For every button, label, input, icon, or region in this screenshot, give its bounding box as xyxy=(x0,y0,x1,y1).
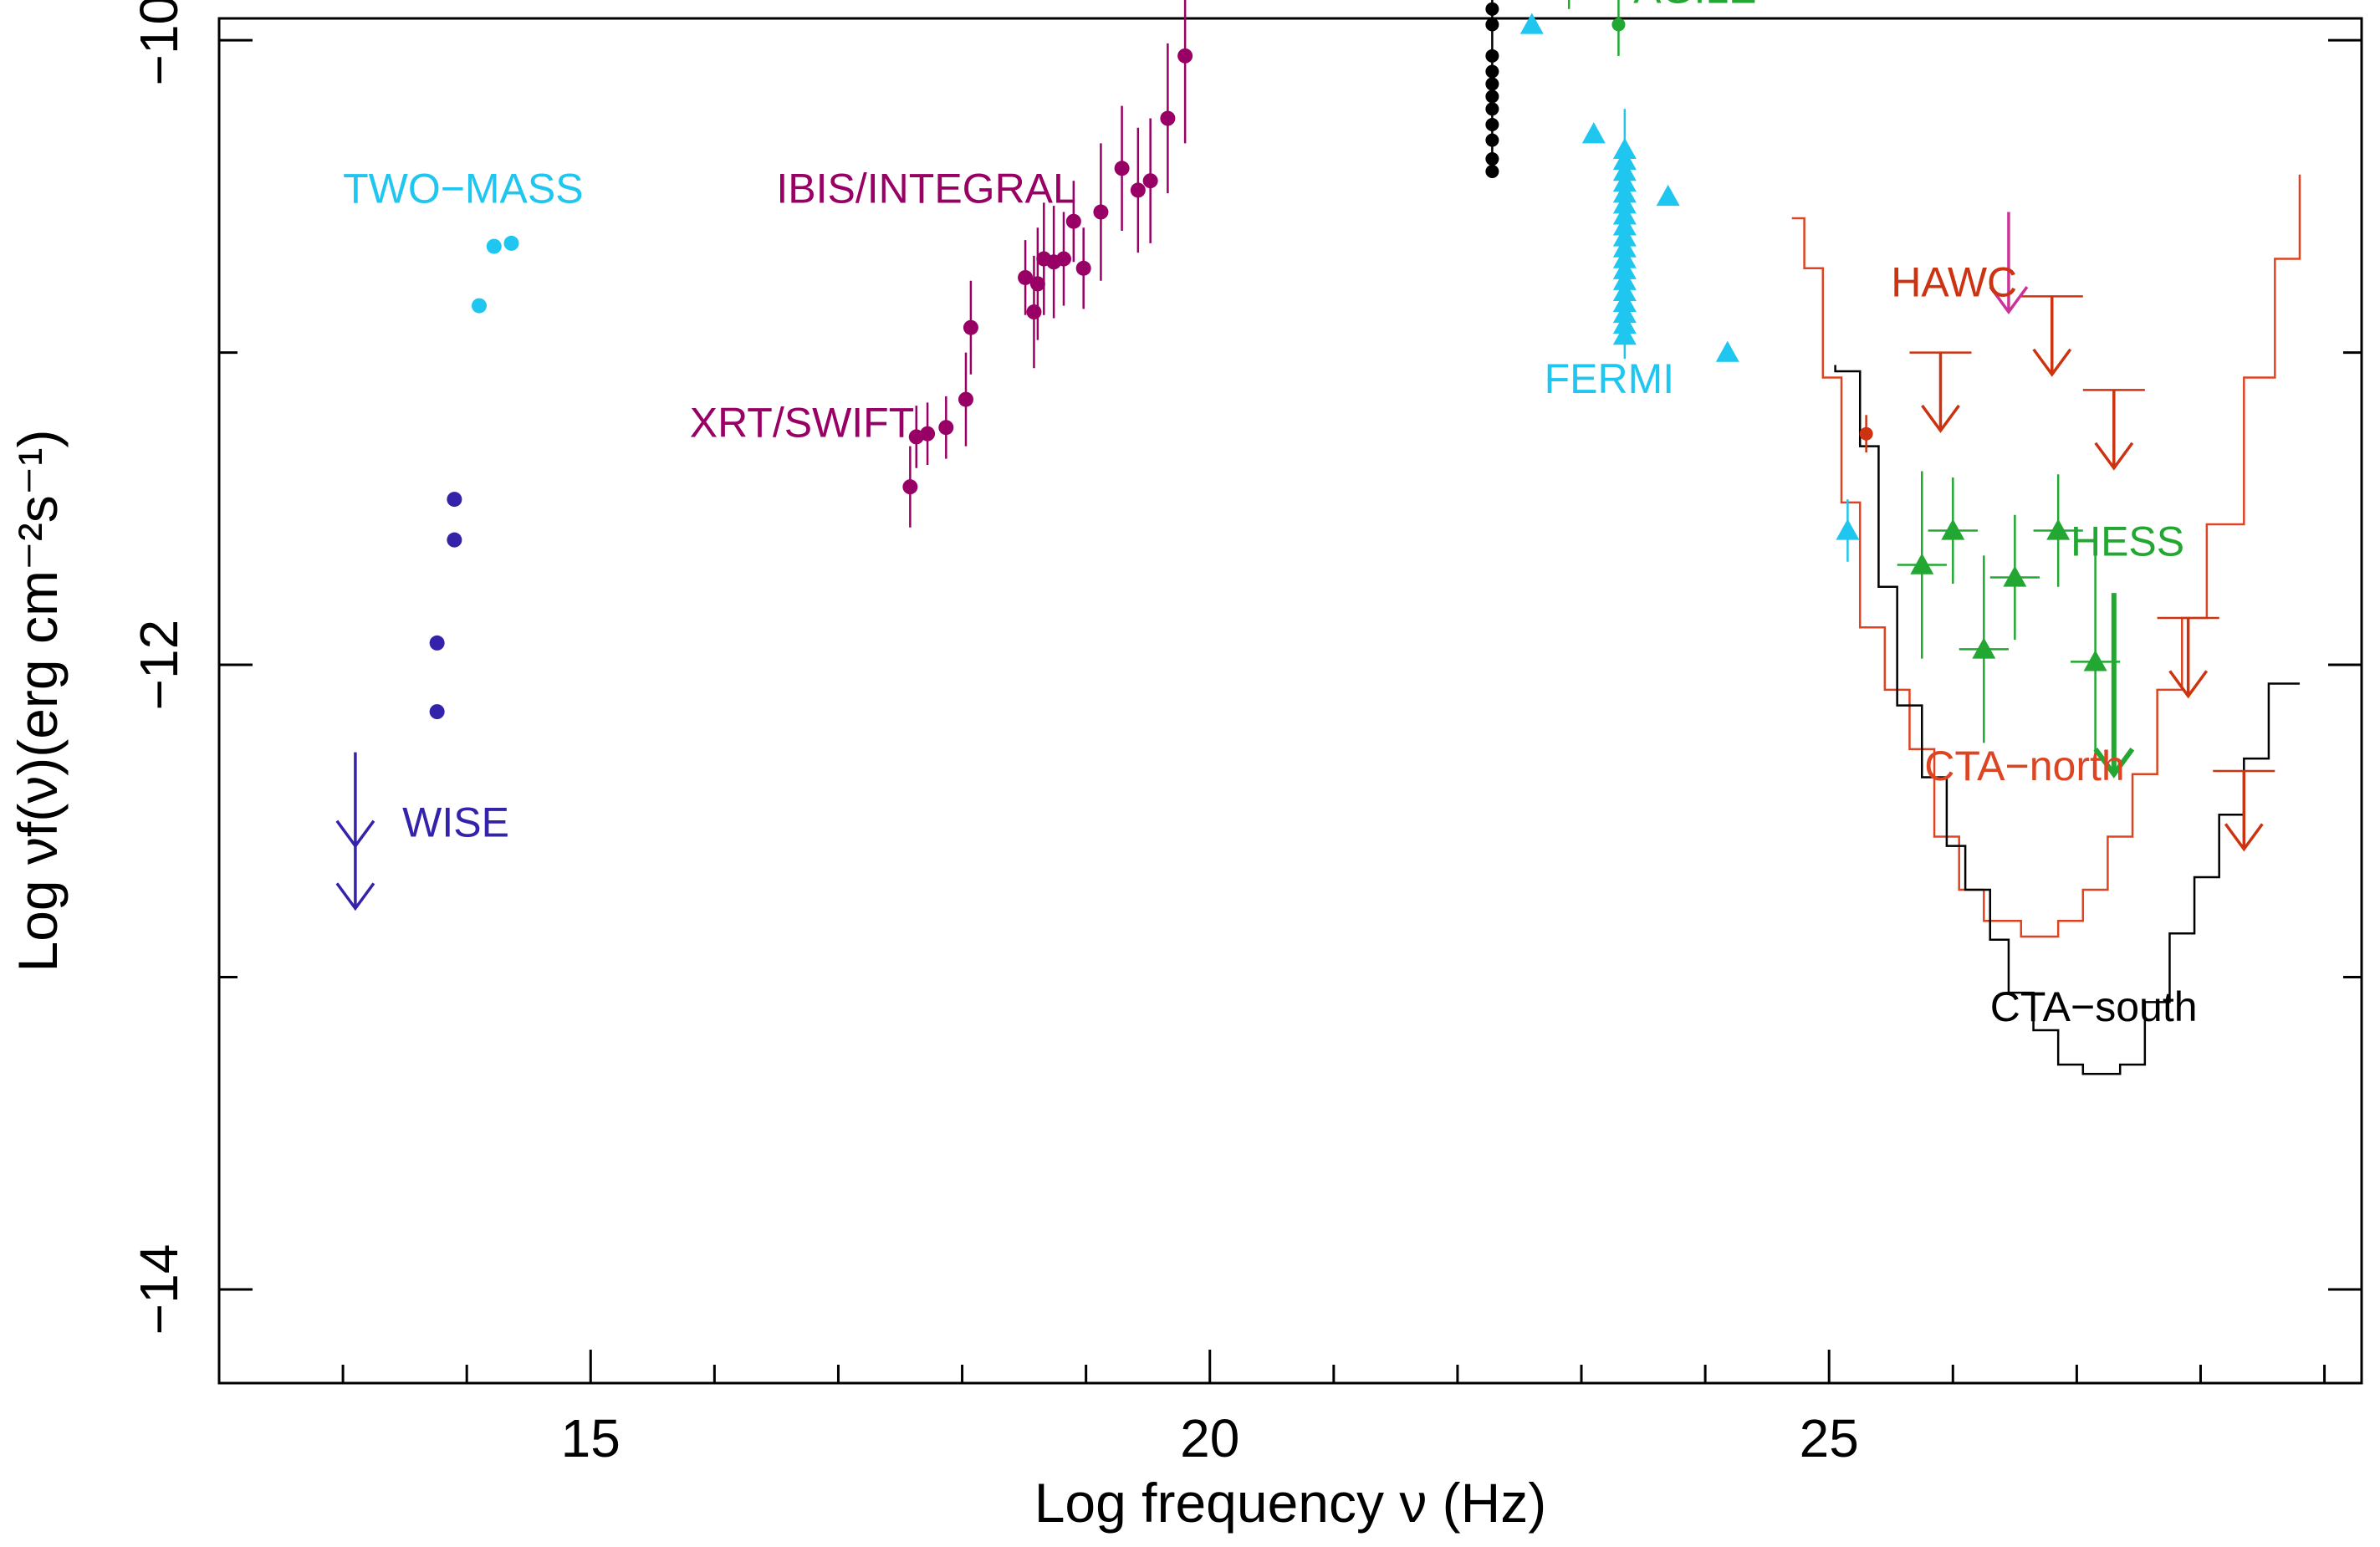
hawc-upper-limit-head xyxy=(2168,670,2209,699)
fermi-point xyxy=(1612,203,1637,225)
integral-point xyxy=(1029,276,1045,292)
integral-point xyxy=(1114,161,1130,176)
fermi-point xyxy=(1612,192,1637,214)
cta-south-curve xyxy=(1834,365,2300,1075)
fermi-point xyxy=(1612,181,1637,203)
twomass-point xyxy=(503,235,519,251)
fermi-point xyxy=(1612,225,1637,247)
egret-point xyxy=(1485,117,1499,131)
fermi-point xyxy=(1612,148,1637,171)
egret-point xyxy=(1485,152,1499,166)
wise-point xyxy=(447,532,462,548)
twomass-point xyxy=(471,298,487,314)
integral-point xyxy=(1026,304,1042,320)
hess-point xyxy=(1910,553,1934,574)
integral-point xyxy=(1130,182,1146,198)
fermi-point xyxy=(1612,137,1637,160)
fermi-point xyxy=(1519,13,1544,34)
integral-point xyxy=(1065,213,1081,229)
integral-point xyxy=(920,426,936,442)
hawc-upper-limit-head xyxy=(2094,442,2134,471)
fermi-point xyxy=(1612,324,1637,345)
fermi-point xyxy=(1612,247,1637,268)
wise-upper-limit-head xyxy=(335,882,375,911)
fermi-point xyxy=(1612,258,1637,279)
fermi-point xyxy=(1612,312,1637,334)
y-tick-label: −12 xyxy=(129,620,189,711)
x-tick-label: 20 xyxy=(1180,1408,1239,1468)
egret-point xyxy=(1485,164,1499,178)
instrument-label: WISE xyxy=(402,799,509,845)
instrument-label: HESS xyxy=(2071,518,2184,564)
y-tick-label: −10 xyxy=(129,0,189,85)
integral-point xyxy=(1177,48,1193,64)
plot-frame xyxy=(217,17,2363,1385)
hess-upper-limit-head xyxy=(2093,747,2135,779)
wise-point xyxy=(429,635,445,651)
y-axis-title: Log νf(ν)(erg cm⁻²s⁻¹) xyxy=(7,429,69,972)
instrument-label: IBIS/INTEGRAL xyxy=(776,165,1075,212)
hess-point xyxy=(1972,637,1996,659)
instrument-label: XRT/SWIFT xyxy=(690,399,915,446)
fermi-point xyxy=(1581,122,1606,144)
fermi-point xyxy=(1612,214,1637,236)
hawc-upper-limit-head xyxy=(2224,823,2264,852)
fermi-point xyxy=(1612,268,1637,290)
hawc-upper-limit-head xyxy=(2032,348,2072,377)
instrument-label: TWO−MASS xyxy=(343,165,584,212)
egret-point xyxy=(1485,49,1499,63)
fermi-point xyxy=(1612,236,1637,258)
hess-point xyxy=(2003,565,2027,587)
integral-point xyxy=(938,420,954,436)
hess-point xyxy=(1941,518,1965,540)
egret-point xyxy=(1485,77,1499,91)
hess-point xyxy=(2046,518,2071,540)
integral-point xyxy=(1160,110,1176,126)
hawc-upper-limit-head xyxy=(1921,404,1960,433)
tick-labels: 15 20 25 −10 −12 −14 xyxy=(129,0,1859,1468)
fermi-point xyxy=(1715,340,1739,362)
sensitivity-curves xyxy=(1791,174,2301,1075)
hess-point xyxy=(2083,650,2107,671)
integral-point xyxy=(1055,251,1071,267)
instrument-label: HAWC xyxy=(1891,258,2017,305)
magenta-upper-limit-head xyxy=(1989,286,2029,315)
fermi-point xyxy=(1656,184,1680,207)
egret-point xyxy=(1485,18,1499,32)
x-tick-label: 15 xyxy=(561,1408,621,1468)
fermi-point xyxy=(1612,301,1637,324)
egret-point xyxy=(1485,64,1499,79)
egret-point xyxy=(1485,2,1499,16)
integral-point xyxy=(1093,204,1109,220)
integral-point xyxy=(958,391,973,407)
instrument-label: FERMI xyxy=(1545,355,1675,402)
instrument-labels: TWO−MASSWISEIBIS/INTEGRALXRT/SWIFTEGRETA… xyxy=(343,0,2197,1030)
twomass-point xyxy=(486,238,502,254)
x-axis-title: Log frequency ν (Hz) xyxy=(1034,1472,1547,1534)
x-tick-label: 25 xyxy=(1800,1408,1859,1468)
integral-point xyxy=(1018,269,1034,285)
data-marks xyxy=(335,0,2275,911)
instrument-label: CTA−south xyxy=(1990,983,2198,1030)
fermi-point xyxy=(1612,290,1637,313)
integral-point xyxy=(1142,173,1158,189)
fermi-point xyxy=(1612,159,1637,181)
integral-point xyxy=(963,319,978,335)
egret-point xyxy=(1485,133,1499,147)
cta-north-curve xyxy=(1791,174,2301,938)
tick-marks xyxy=(219,38,2362,1383)
fermi-point xyxy=(1612,171,1637,192)
wise-point xyxy=(447,492,462,508)
integral-point xyxy=(1075,260,1091,276)
agile-point xyxy=(1611,18,1626,32)
egret-point xyxy=(1485,102,1499,116)
instrument-label: AGILE xyxy=(1633,0,1756,12)
instrument-label: CTA−north xyxy=(1924,743,2124,789)
wise-point xyxy=(429,704,445,720)
y-tick-label: −14 xyxy=(129,1244,189,1335)
egret-point xyxy=(1485,89,1499,104)
integral-point xyxy=(902,479,918,495)
fermi-point xyxy=(1612,279,1637,301)
